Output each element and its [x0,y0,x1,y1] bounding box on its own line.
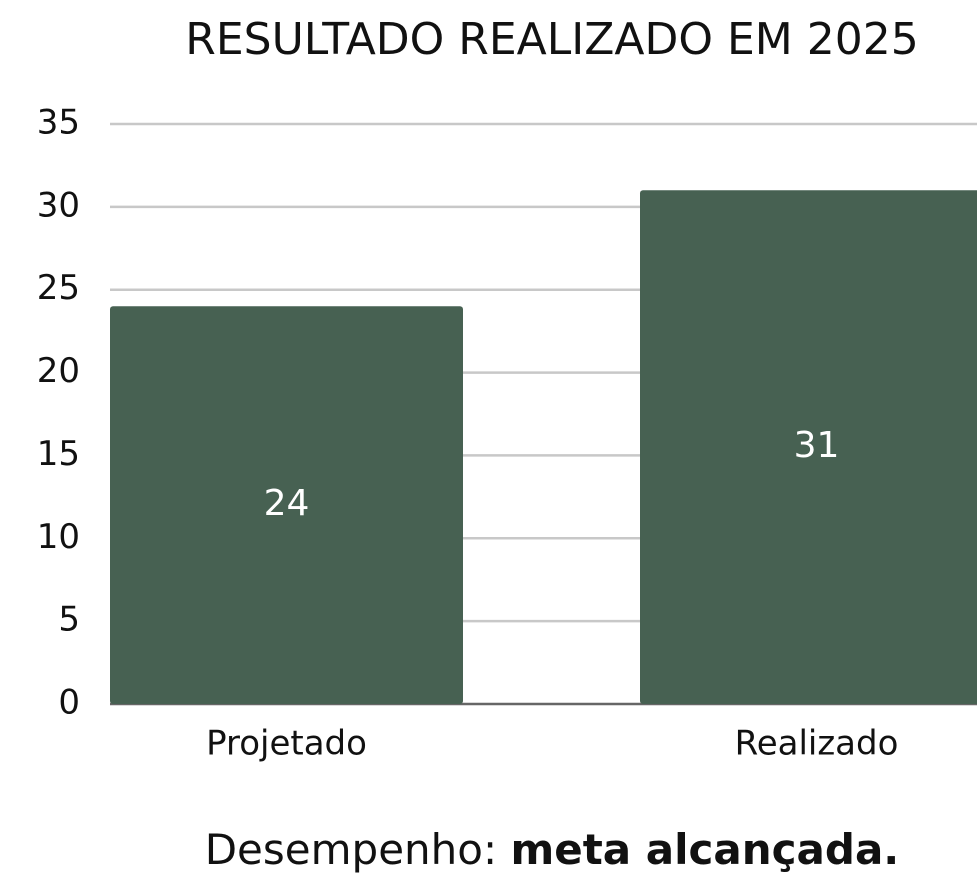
bar [110,306,463,704]
x-tick-label: Projetado [206,724,367,764]
value-label: 24 [264,483,310,524]
value-label: 31 [794,425,840,466]
y-tick-label: 35 [37,103,80,143]
y-tick-label: 15 [37,434,80,474]
footer-label: Desempenho: [205,825,497,874]
y-tick-label: 20 [37,351,80,391]
y-tick-label: 0 [58,683,80,723]
bar [640,190,977,704]
y-tick-label: 30 [37,185,80,225]
y-tick-label: 5 [58,600,80,640]
footer: Desempenho: meta alcançada. [205,825,900,874]
y-tick-label: 25 [37,268,80,308]
chart-title: RESULTADO REALIZADO EM 2025 [185,14,918,65]
x-tick-label: Realizado [735,724,899,764]
y-tick-label: 10 [37,517,80,557]
footer-value: meta alcançada. [510,825,899,874]
